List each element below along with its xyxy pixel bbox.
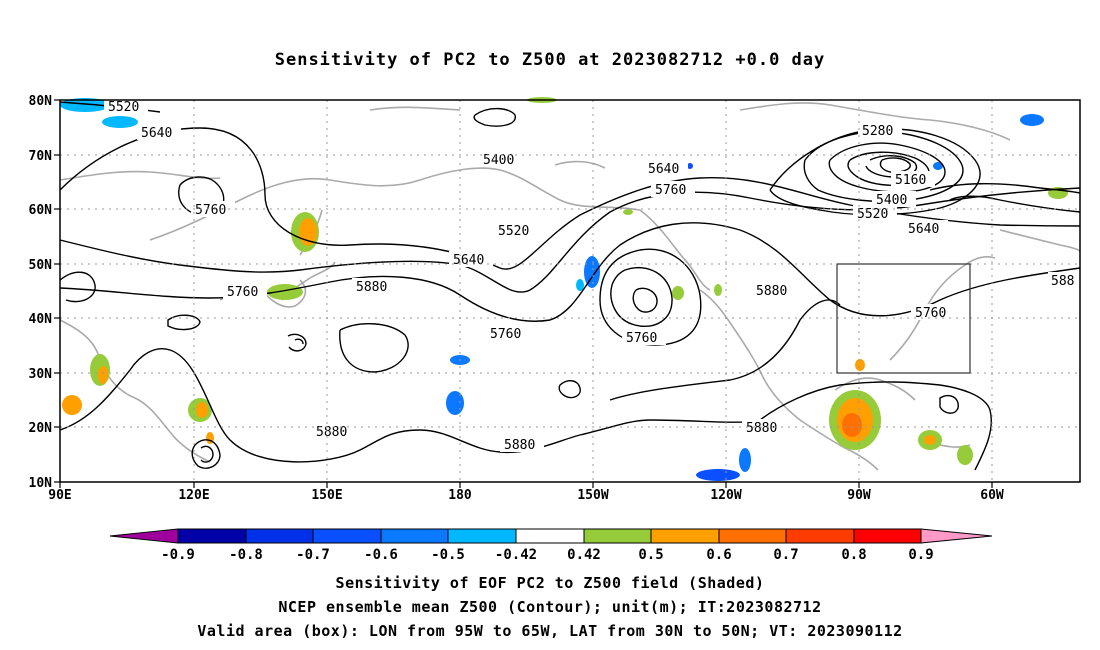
caption-line-1: Sensitivity of EOF PC2 to Z500 field (Sh… [335, 574, 765, 592]
lat-tick-label: 10N [29, 476, 53, 491]
contour-label: 5640 [648, 162, 679, 177]
lon-tick-label: 90W [847, 488, 871, 503]
colorbar-segment [178, 529, 246, 543]
caption-line-3: Valid area (box): LON from 95W to 65W, L… [197, 622, 903, 640]
colorbar-segment [651, 529, 719, 543]
contour-label: 5400 [483, 153, 514, 168]
contour-label: 5160 [895, 173, 926, 188]
lon-tick-label: 150E [311, 488, 342, 503]
contour-label: 5880 [356, 280, 387, 295]
colorbar-label: 0.8 [841, 547, 866, 563]
lat-tick-label: 60N [29, 203, 53, 218]
contour-label: 5640 [908, 222, 939, 237]
contour-label: 5640 [453, 253, 484, 268]
contour-label: 5880 [316, 425, 347, 440]
contour-label: 588 [1051, 274, 1074, 289]
colorbar-segment [854, 529, 921, 543]
colorbar: -0.9 -0.8 -0.7 -0.6 -0.5 -0.42 0.42 0.5 … [109, 528, 993, 563]
lon-tick-label: 150W [577, 488, 608, 503]
colorbar-segment [448, 529, 516, 543]
lon-tick-labels: 90E 120E 150E 180 150W 120W 90W 60W [48, 488, 1004, 503]
shading [60, 97, 1068, 481]
lat-tick-label: 80N [29, 94, 53, 109]
contour-label: 5520 [108, 100, 139, 115]
contour-label: 5520 [498, 224, 529, 239]
contour-label: 5880 [504, 438, 535, 453]
caption-line-2: NCEP ensemble mean Z500 (Contour); unit(… [278, 598, 822, 616]
lon-tick-label: 60W [980, 488, 1004, 503]
colorbar-label: -0.9 [161, 547, 195, 563]
colorbar-segment [246, 529, 313, 543]
contour-label: 5760 [195, 203, 226, 218]
lat-tick-label: 70N [29, 149, 53, 164]
lat-tick-label: 40N [29, 312, 53, 327]
lat-tick-label: 50N [29, 258, 53, 273]
coastlines [59, 102, 1081, 471]
map-frame [59, 99, 1081, 483]
lon-tick-label: 180 [448, 488, 472, 503]
colorbar-label: 0.9 [908, 547, 933, 563]
colorbar-segment [516, 529, 584, 543]
colorbar-label: -0.8 [229, 547, 263, 563]
lat-tick-label: 30N [29, 367, 53, 382]
colorbar-segment [381, 529, 448, 543]
lon-tick-label: 120W [710, 488, 741, 503]
colorbar-segment [584, 529, 651, 543]
colorbar-segment [719, 529, 786, 543]
colorbar-label: 0.6 [706, 547, 731, 563]
colorbar-label: -0.42 [495, 547, 537, 563]
contour-label: 5880 [756, 284, 787, 299]
page-title: Sensitivity of PC2 to Z500 at 2023082712… [274, 50, 826, 70]
valid-area-box [836, 263, 971, 374]
colorbar-label: -0.6 [364, 547, 398, 563]
gridlines [60, 100, 1080, 482]
contour-label: 5760 [655, 183, 686, 198]
contour-label: 5760 [915, 306, 946, 321]
lat-tick-label: 20N [29, 421, 53, 436]
tick-marks [54, 99, 993, 488]
colorbar-label: 0.42 [567, 547, 601, 563]
colorbar-label: 0.7 [773, 547, 798, 563]
contour-label: 5760 [490, 327, 521, 342]
contour-label: 5520 [857, 207, 888, 222]
contour-label: 5760 [626, 331, 657, 346]
lat-tick-labels: 80N 70N 60N 50N 40N 30N 20N 10N [29, 94, 53, 491]
colorbar-label: -0.5 [431, 547, 465, 563]
contour-label: 5640 [141, 126, 172, 141]
z500-contours [59, 101, 1081, 471]
contour-label: 5880 [746, 421, 777, 436]
colorbar-right-triangle [921, 529, 992, 543]
colorbar-label: -0.7 [296, 547, 330, 563]
contour-label: 5760 [227, 285, 258, 300]
colorbar-label: 0.5 [638, 547, 663, 563]
contour-label: 5400 [876, 193, 907, 208]
lon-tick-label: 120E [178, 488, 209, 503]
colorbar-segment [313, 529, 381, 543]
lon-tick-label: 90E [48, 488, 71, 503]
colorbar-segment [786, 529, 854, 543]
contour-label: 5280 [862, 124, 893, 139]
colorbar-left-triangle [110, 529, 178, 543]
